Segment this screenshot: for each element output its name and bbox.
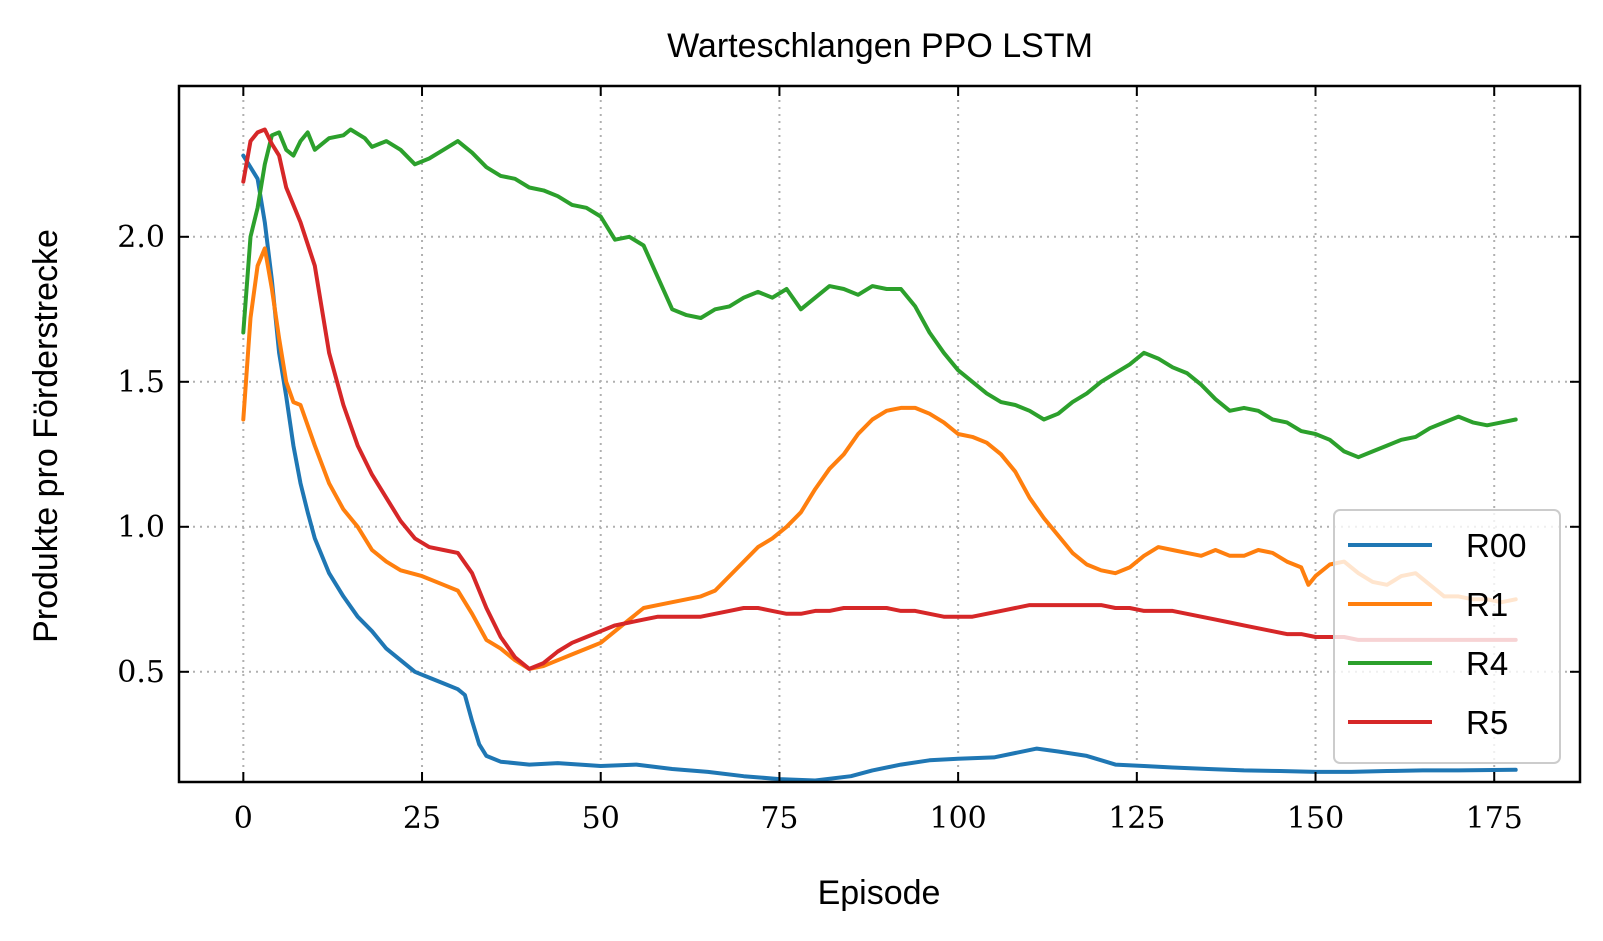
- x-tick-label: 25: [403, 801, 441, 836]
- series-line-r5: [241, 127, 1518, 671]
- x-tick-label: 75: [760, 801, 798, 836]
- axis-ticks: 0 25 50 75 100 125 150 175 0.5 1.0 1.5 2.0: [117, 86, 1580, 836]
- x-tick-label: 50: [582, 801, 620, 836]
- legend-label-r5: R5: [1466, 704, 1508, 741]
- y-tick-label: 0.5: [117, 655, 165, 690]
- y-tick-label: 1.5: [117, 365, 165, 400]
- x-tick-label: 0: [234, 801, 253, 836]
- x-tick-label: 175: [1466, 801, 1523, 836]
- series-layer: [241, 127, 1518, 783]
- series-line-r1: [241, 246, 1518, 671]
- legend-label-r1: R1: [1466, 586, 1508, 623]
- legend-label-r00: R00: [1466, 527, 1527, 564]
- chart-title: Warteschlangen PPO LSTM: [667, 27, 1093, 65]
- y-tick-label: 1.0: [117, 510, 165, 545]
- series-line-r4: [241, 127, 1518, 460]
- x-tick-label: 100: [929, 801, 986, 836]
- series-line-r00: [241, 153, 1518, 783]
- legend-box: [1333, 509, 1561, 764]
- x-tick-label: 125: [1108, 801, 1165, 836]
- x-tick-label: 150: [1287, 801, 1344, 836]
- grid-lines: [179, 86, 1580, 782]
- legend-label-r4: R4: [1466, 645, 1508, 682]
- x-axis-label: Episode: [818, 874, 941, 912]
- legend: R00 R1 R4 R5: [1333, 509, 1561, 764]
- y-tick-label: 2.0: [117, 220, 165, 255]
- plot-frame: [177, 84, 1582, 784]
- y-axis-label: Produkte pro Förderstrecke: [27, 229, 65, 643]
